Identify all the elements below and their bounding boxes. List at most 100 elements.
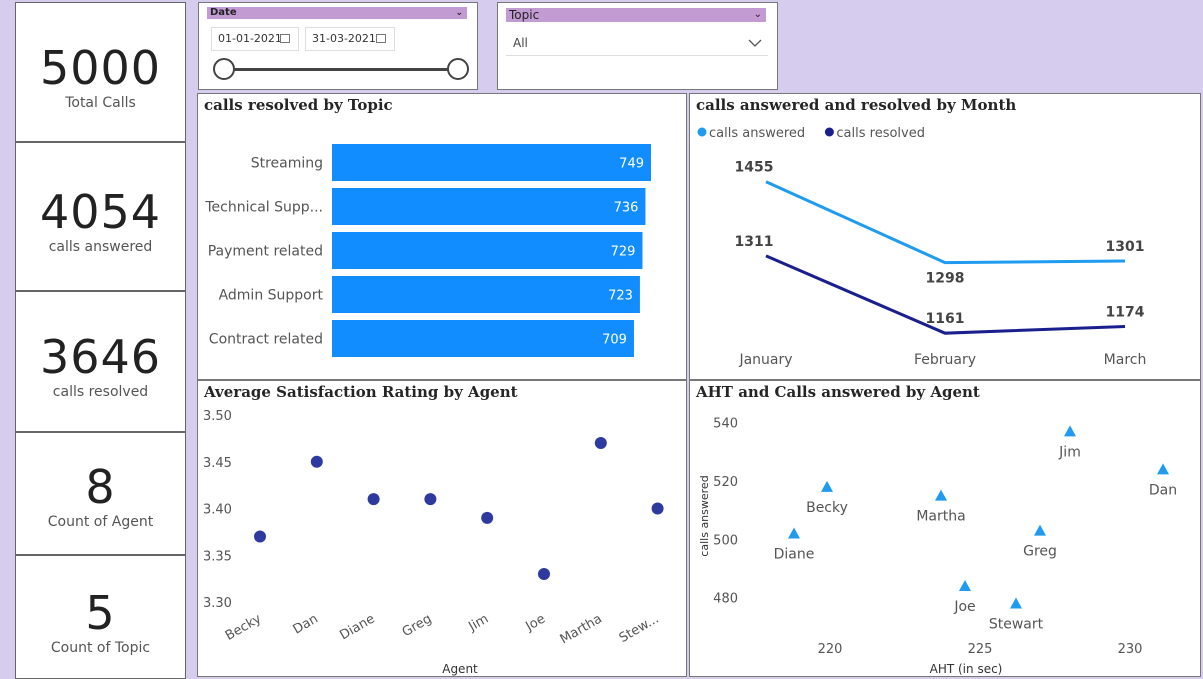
point-label: Joe — [953, 599, 975, 615]
kpi-value: 8 — [85, 460, 116, 514]
x-tick-label: 225 — [968, 642, 993, 657]
x-tick-label: Becky — [223, 611, 264, 644]
calendar-icon[interactable] — [280, 34, 290, 43]
topic-slicer-header[interactable]: Topic ⌄ — [506, 8, 766, 22]
x-tick-label: Jim — [465, 611, 491, 635]
bar[interactable] — [332, 188, 646, 225]
y-tick-label: 520 — [713, 475, 738, 490]
satisfaction-by-agent-chart[interactable]: Average Satisfaction Rating by Agent 3.3… — [197, 380, 687, 677]
data-label: 1174 — [1106, 304, 1145, 320]
scatter-point[interactable] — [821, 480, 833, 492]
x-tick-label: Joe — [522, 611, 548, 634]
kpi-card-calls-answered[interactable]: 4054 calls answered — [15, 142, 186, 291]
x-tick-label: Martha — [558, 611, 605, 647]
series-line[interactable] — [765, 254, 1126, 335]
chevron-down-icon[interactable]: ⌄ — [455, 8, 463, 18]
y-tick-label: 540 — [713, 417, 738, 432]
scatter-point[interactable] — [1064, 425, 1076, 437]
y-tick-label: 480 — [713, 592, 738, 607]
bar-data-label: 723 — [608, 289, 633, 304]
scatter-point[interactable] — [367, 493, 380, 506]
kpi-card-count-of-topic[interactable]: 5 Count of Topic — [15, 555, 186, 679]
aht-by-agent-chart[interactable]: AHT and Calls answered by Agent 480 500 52… — [689, 380, 1201, 677]
range-end-handle[interactable] — [447, 58, 469, 80]
scatter-point[interactable] — [935, 489, 947, 501]
scatter-point[interactable] — [538, 567, 550, 580]
x-tick-label: February — [914, 352, 976, 368]
kpi-label: Count of Agent — [47, 514, 154, 530]
kpi-label: calls resolved — [52, 384, 149, 400]
topic-dropdown[interactable]: All — [506, 30, 768, 56]
x-tick-label: 230 — [1118, 642, 1143, 657]
kpi-label: calls answered — [48, 239, 153, 255]
date-slicer-header[interactable]: Date ⌄ — [207, 7, 467, 19]
scatter-point[interactable] — [424, 493, 437, 506]
scatter-point[interactable] — [310, 455, 323, 468]
bar[interactable] — [332, 276, 640, 313]
scatter-point[interactable] — [651, 502, 664, 515]
y-tick-label: 3.35 — [203, 549, 232, 564]
series-line[interactable] — [765, 180, 1126, 265]
scatter-point[interactable] — [481, 511, 494, 524]
start-date-value: 01-01-2021 — [218, 32, 282, 45]
bar-data-label: 749 — [619, 157, 644, 172]
kpi-card-calls-resolved[interactable]: 3646 calls resolved — [15, 291, 186, 432]
scatter-point[interactable] — [959, 580, 971, 591]
bar[interactable] — [332, 144, 651, 181]
bar[interactable] — [332, 232, 643, 269]
point-label: Greg — [1023, 544, 1057, 560]
kpi-label: Total Calls — [65, 95, 136, 111]
end-date-input[interactable]: 31-03-2021 — [305, 27, 395, 51]
point-label: Becky — [806, 500, 848, 516]
scatter-point[interactable] — [1034, 524, 1046, 536]
bar-data-label: 729 — [611, 245, 636, 260]
kpi-card-count-of-agent[interactable]: 8 Count of Agent — [15, 432, 186, 555]
chart-title: AHT and Calls answered by Agent — [696, 383, 980, 401]
line-chart-svg: calls answered calls resolved 1455 1298 1301… — [697, 126, 1147, 368]
data-label: 1298 — [926, 271, 965, 287]
calendar-icon[interactable] — [376, 34, 386, 43]
end-date-value: 31-03-2021 — [312, 32, 376, 45]
scatter-point[interactable] — [1010, 597, 1022, 609]
x-tick-label: January — [738, 352, 792, 368]
chevron-down-icon[interactable]: ⌄ — [753, 9, 762, 20]
y-tick-label: 3.40 — [203, 503, 232, 518]
x-tick-label: 220 — [818, 642, 843, 657]
legend-marker — [697, 127, 707, 137]
y-axis-title: calls answered — [698, 475, 711, 556]
x-tick-label: Dan — [291, 611, 321, 637]
legend-label[interactable]: calls resolved — [836, 126, 925, 141]
bar-data-label: 709 — [602, 333, 627, 348]
bar-chart-svg: Streaming 749 Technical Supp... 736 Payment … — [204, 144, 651, 357]
scatter-point[interactable] — [1157, 463, 1169, 475]
scatter-point[interactable] — [788, 527, 800, 539]
chart-title: calls resolved by Topic — [204, 96, 393, 114]
x-axis-title: AHT (in sec) — [930, 662, 1003, 676]
date-slicer[interactable]: Date ⌄ 01-01-2021 31-03-2021 — [198, 2, 478, 90]
start-date-input[interactable]: 01-01-2021 — [211, 27, 299, 51]
legend-label[interactable]: calls answered — [709, 126, 805, 141]
aht-scatter-svg: 480 500 520 540 220 225 230 calls answered AHT (… — [698, 417, 1177, 676]
topic-slicer[interactable]: Topic ⌄ All — [497, 2, 778, 90]
bar-data-label: 736 — [614, 201, 639, 216]
y-tick-label: 3.50 — [203, 409, 232, 424]
x-tick-label: March — [1104, 352, 1147, 368]
kpi-value: 3646 — [39, 330, 162, 384]
topic-selected-value: All — [513, 36, 528, 50]
kpi-card-total-calls[interactable]: 5000 Total Calls — [15, 2, 186, 142]
x-axis-title: Agent — [442, 662, 478, 676]
point-label: Diane — [774, 547, 815, 563]
date-range-track[interactable] — [223, 68, 459, 71]
range-start-handle[interactable] — [213, 58, 235, 80]
scatter-point[interactable] — [254, 530, 266, 543]
bar-category-label: Streaming — [251, 156, 323, 172]
kpi-label: Count of Topic — [50, 640, 151, 656]
bar[interactable] — [332, 320, 634, 357]
point-label: Stewart — [989, 617, 1044, 633]
chevron-down-icon[interactable] — [748, 39, 762, 47]
point-label: Jim — [1058, 444, 1081, 460]
calls-by-month-chart[interactable]: calls answered and resolved by Month cal… — [689, 93, 1201, 380]
scatter-point[interactable] — [594, 437, 607, 450]
x-tick-label: Greg — [400, 611, 435, 640]
calls-resolved-by-topic-chart[interactable]: calls resolved by Topic Streaming 749 Tech… — [197, 93, 687, 380]
